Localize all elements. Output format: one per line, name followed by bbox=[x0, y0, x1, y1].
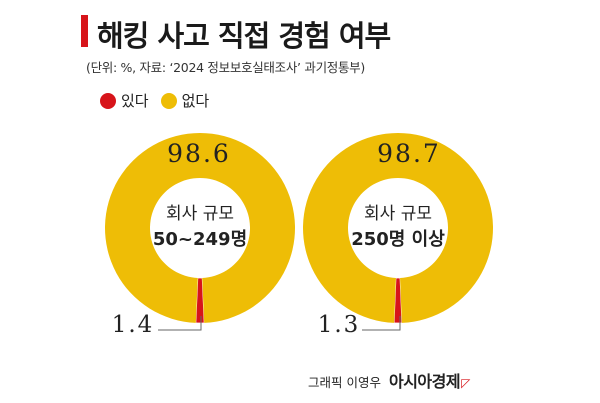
donut-1-center-line-2: 50~249명 bbox=[153, 229, 247, 250]
donut-2-center-line-2: 250명 이상 bbox=[351, 229, 445, 250]
legend-item-yes: 있다 bbox=[100, 90, 149, 111]
donut-2-slice-yes bbox=[393, 277, 403, 324]
legend-swatch-no bbox=[160, 92, 177, 109]
donut-1-label-yes: 1.4 bbox=[112, 312, 155, 338]
donut-1-center-line-1: 회사 규모 bbox=[166, 204, 234, 224]
donut-2-slice-no bbox=[303, 133, 494, 323]
title-accent-bar bbox=[81, 15, 88, 47]
donut-1-slice-no bbox=[105, 133, 295, 323]
donut-2-center-line-1: 회사 규모 bbox=[364, 204, 432, 224]
brand-mark-icon: ◸ bbox=[461, 376, 471, 390]
legend: 있다 없다 bbox=[100, 90, 221, 111]
donut-2-label-no: 98.7 bbox=[377, 139, 441, 168]
chart-subtitle: (단위: %, 자료: ‘2024 정보보호실태조사’ 과기정통부) bbox=[86, 60, 365, 75]
donut-1-leader-line bbox=[158, 316, 202, 331]
legend-swatch-yes bbox=[100, 92, 116, 109]
credit-brand: 아시아경제 bbox=[388, 372, 461, 391]
legend-label-no: 없다 bbox=[181, 92, 210, 110]
credit-graphic: 그래픽 이영우 bbox=[308, 375, 381, 390]
legend-item-no: 없다 bbox=[160, 90, 210, 111]
credit: 그래픽 이영우 아시아경제 ◸ bbox=[308, 368, 470, 392]
donut-1-label-no: 98.6 bbox=[167, 139, 231, 168]
donut-2-leader-line bbox=[362, 316, 401, 331]
legend-label-yes: 있다 bbox=[121, 92, 149, 110]
chart-title: 해킹 사고 직접 경험 여부 bbox=[97, 19, 391, 53]
donut-2-label-yes: 1.3 bbox=[318, 312, 361, 338]
